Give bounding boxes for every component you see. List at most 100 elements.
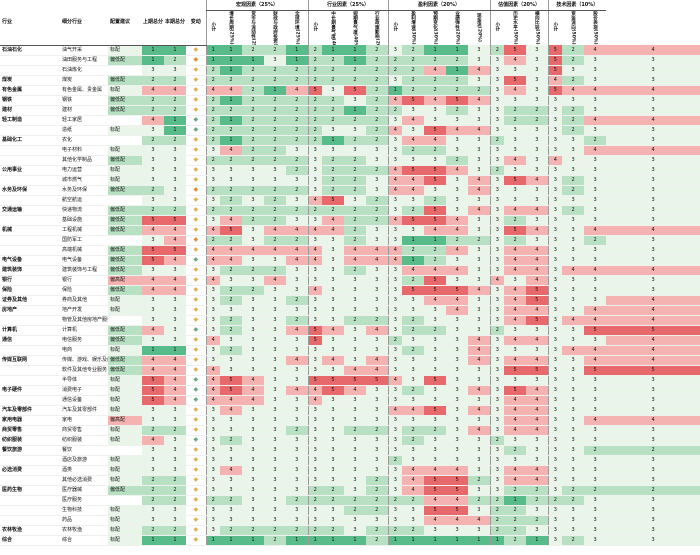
score-cell: 2	[344, 115, 366, 126]
score-cell: 1	[526, 535, 549, 546]
score-cell: 2	[322, 115, 344, 126]
score-cell: 3	[584, 285, 607, 296]
suggestion-cell	[108, 115, 142, 126]
score-cell: 3	[468, 155, 491, 166]
score-cell: 3	[307, 455, 322, 466]
suggestion-cell: 偏低配	[108, 205, 142, 216]
score-cell: 4	[526, 385, 549, 396]
score-cell: 1	[286, 45, 308, 56]
prev-score-cell: 2	[142, 205, 164, 216]
score-cell: 3	[562, 335, 585, 346]
sub-industry-cell: 酒类	[60, 465, 108, 476]
curr-score-cell: 4	[164, 85, 186, 96]
industry-cell	[0, 375, 60, 386]
score-cell: 3	[489, 285, 505, 296]
score-cell: 3	[562, 305, 585, 316]
score-cell: 4	[584, 415, 607, 426]
score-cell: 3	[242, 425, 264, 436]
score-cell: 4	[205, 365, 220, 376]
score-cell: 3	[446, 335, 469, 346]
score-cell: 4	[504, 335, 527, 346]
prev-score-cell: 2	[142, 485, 164, 496]
factor-header: 小计	[547, 10, 563, 45]
score-cell: 2	[344, 425, 366, 436]
curr-score-cell: 2	[164, 495, 186, 506]
factor-header-label: 货币与流动性(25%)	[250, 11, 256, 45]
factor-header-label: 小计	[312, 22, 318, 32]
score-cell: 4	[220, 85, 242, 96]
curr-score-cell: 3	[164, 65, 186, 76]
industry-cell	[0, 515, 60, 526]
score-cell: 4	[504, 425, 527, 436]
score-cell: 2	[286, 165, 308, 176]
change-cell: ◆	[186, 305, 206, 316]
score-cell: 2	[242, 115, 264, 126]
suggestion-cell: 偏低配	[108, 485, 142, 496]
score-cell: 4	[387, 215, 403, 226]
prev-score-cell: 1	[142, 535, 164, 546]
prev-score-cell: 4	[142, 285, 164, 296]
score-cell: 1	[402, 535, 425, 546]
suggestion-cell	[108, 135, 142, 146]
score-cell: 3	[366, 385, 389, 396]
prev-score-cell: 2	[142, 425, 164, 436]
prev-score-cell: 3	[142, 505, 164, 516]
change-cell: ◆	[186, 175, 206, 186]
score-cell: 3	[489, 105, 505, 116]
score-cell: 3	[402, 105, 425, 116]
score-cell: 2	[366, 95, 389, 106]
score-cell: 5	[220, 375, 242, 386]
score-cell: 2	[344, 205, 366, 216]
sub-industry-cell: 医疗器械	[60, 485, 108, 496]
score-cell: 3	[584, 105, 607, 116]
score-cell: 4	[286, 245, 308, 256]
curr-score-cell: 3	[164, 435, 186, 446]
score-cell: 3	[584, 375, 607, 386]
score-cell: 2	[220, 495, 242, 506]
table-row: 基础设施 偏低配 5 5 ◆ 3 4 2 2 3 3 4 2 2 4 5 5 4 3 3 2 3 3 3 3 3	[0, 215, 700, 226]
change-cell: ◆	[186, 385, 206, 396]
score-cell: 5	[504, 45, 527, 56]
col-curr-score: 本期总分	[164, 0, 186, 46]
score-cell: 3	[242, 325, 264, 336]
score-cell: 4	[446, 245, 469, 256]
score-cell: 2	[562, 105, 585, 116]
sub-industry-cell: 银行	[60, 275, 108, 286]
curr-score-cell: 4	[164, 355, 186, 366]
score-cell: 3	[562, 415, 585, 426]
score-cell: 3	[387, 325, 403, 336]
score-cell: 3	[402, 445, 425, 456]
suggestion-cell: 偏低配	[108, 155, 142, 166]
score-cell: 3	[242, 465, 264, 476]
score-cell: 2	[220, 205, 242, 216]
score-cell: 4	[468, 515, 491, 526]
factor-header: 历史水平(50%)	[504, 11, 526, 46]
score-cell: 3	[402, 365, 425, 376]
score-cell: 2	[489, 515, 505, 526]
score-cell: 4	[366, 325, 389, 336]
suggestion-cell: 标配	[108, 425, 142, 436]
factor-header-label: 行业政策影响(20%)	[374, 11, 380, 45]
change-cell: ◆	[186, 455, 206, 466]
score-cell: 3	[504, 345, 527, 356]
curr-score-cell: 2	[164, 425, 186, 436]
change-cell: ◆	[186, 475, 206, 486]
score-cell: 3	[446, 185, 469, 196]
score-cell: 2	[242, 105, 264, 116]
score-cell: 3	[402, 505, 425, 516]
score-cell: 3	[322, 395, 344, 406]
change-cell: ◆	[186, 265, 206, 276]
score-cell: 1	[220, 95, 242, 106]
score-cell: 4	[446, 465, 469, 476]
prev-score-cell: 3	[142, 465, 164, 476]
score-cell: 3	[526, 375, 549, 386]
curr-score-cell: 3	[164, 165, 186, 176]
sub-industry-cell: 生物科技	[60, 505, 108, 516]
score-cell: 3	[606, 65, 700, 76]
sub-industry-cell: 油田服务与工程	[60, 55, 108, 66]
sub-industry-cell: 航空航运	[60, 195, 108, 206]
score-cell: 3	[264, 425, 286, 436]
score-cell: 3	[446, 115, 469, 126]
suggestion-cell: 标配	[108, 165, 142, 176]
score-cell: 3	[547, 485, 563, 496]
